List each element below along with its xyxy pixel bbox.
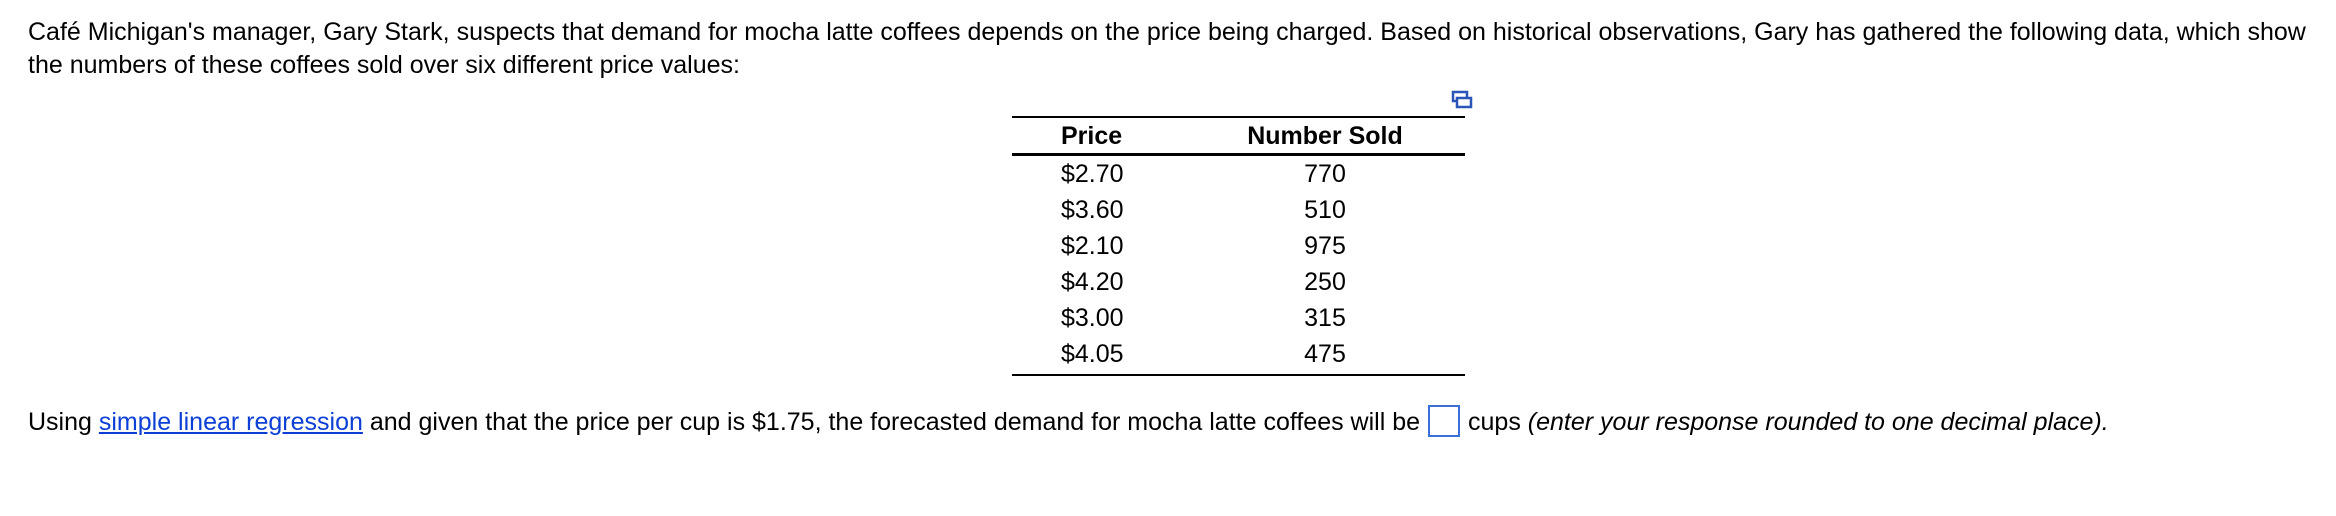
table-cell: $4.05: [1061, 340, 1124, 368]
answer-input[interactable]: [1428, 405, 1461, 438]
glossary-link[interactable]: simple linear regression: [98, 408, 363, 436]
table-cell: 475: [1304, 340, 1346, 368]
column-header: Number Sold: [1247, 122, 1403, 150]
rule: [1012, 153, 1465, 156]
rule: [1012, 374, 1465, 376]
table-cell: 510: [1304, 196, 1346, 224]
table-cell: 770: [1304, 160, 1346, 188]
table-cell: 250: [1304, 268, 1346, 296]
unit-text: cups: [1468, 408, 1521, 436]
table-cell: $2.10: [1061, 232, 1124, 260]
copy-icon[interactable]: [1451, 90, 1473, 110]
rule: [1012, 116, 1465, 118]
question-text: Using: [28, 408, 99, 436]
intro-text: Café Michigan's manager, Gary Stark, sus…: [28, 18, 2306, 79]
column-header: Price: [1061, 122, 1123, 150]
table-cell: $3.60: [1061, 196, 1124, 224]
note-text: (enter your response rounded to one deci…: [1527, 408, 2109, 436]
table-cell: $3.00: [1061, 304, 1124, 332]
question: Using simple linear regression and given…: [28, 404, 2109, 440]
table-cell: 315: [1304, 304, 1346, 332]
table-cell: $2.70: [1061, 160, 1124, 188]
table-cell: $4.20: [1061, 268, 1124, 296]
table-cell: 975: [1304, 232, 1346, 260]
question-text: and given that the price per cup is $1.7…: [362, 408, 1421, 436]
